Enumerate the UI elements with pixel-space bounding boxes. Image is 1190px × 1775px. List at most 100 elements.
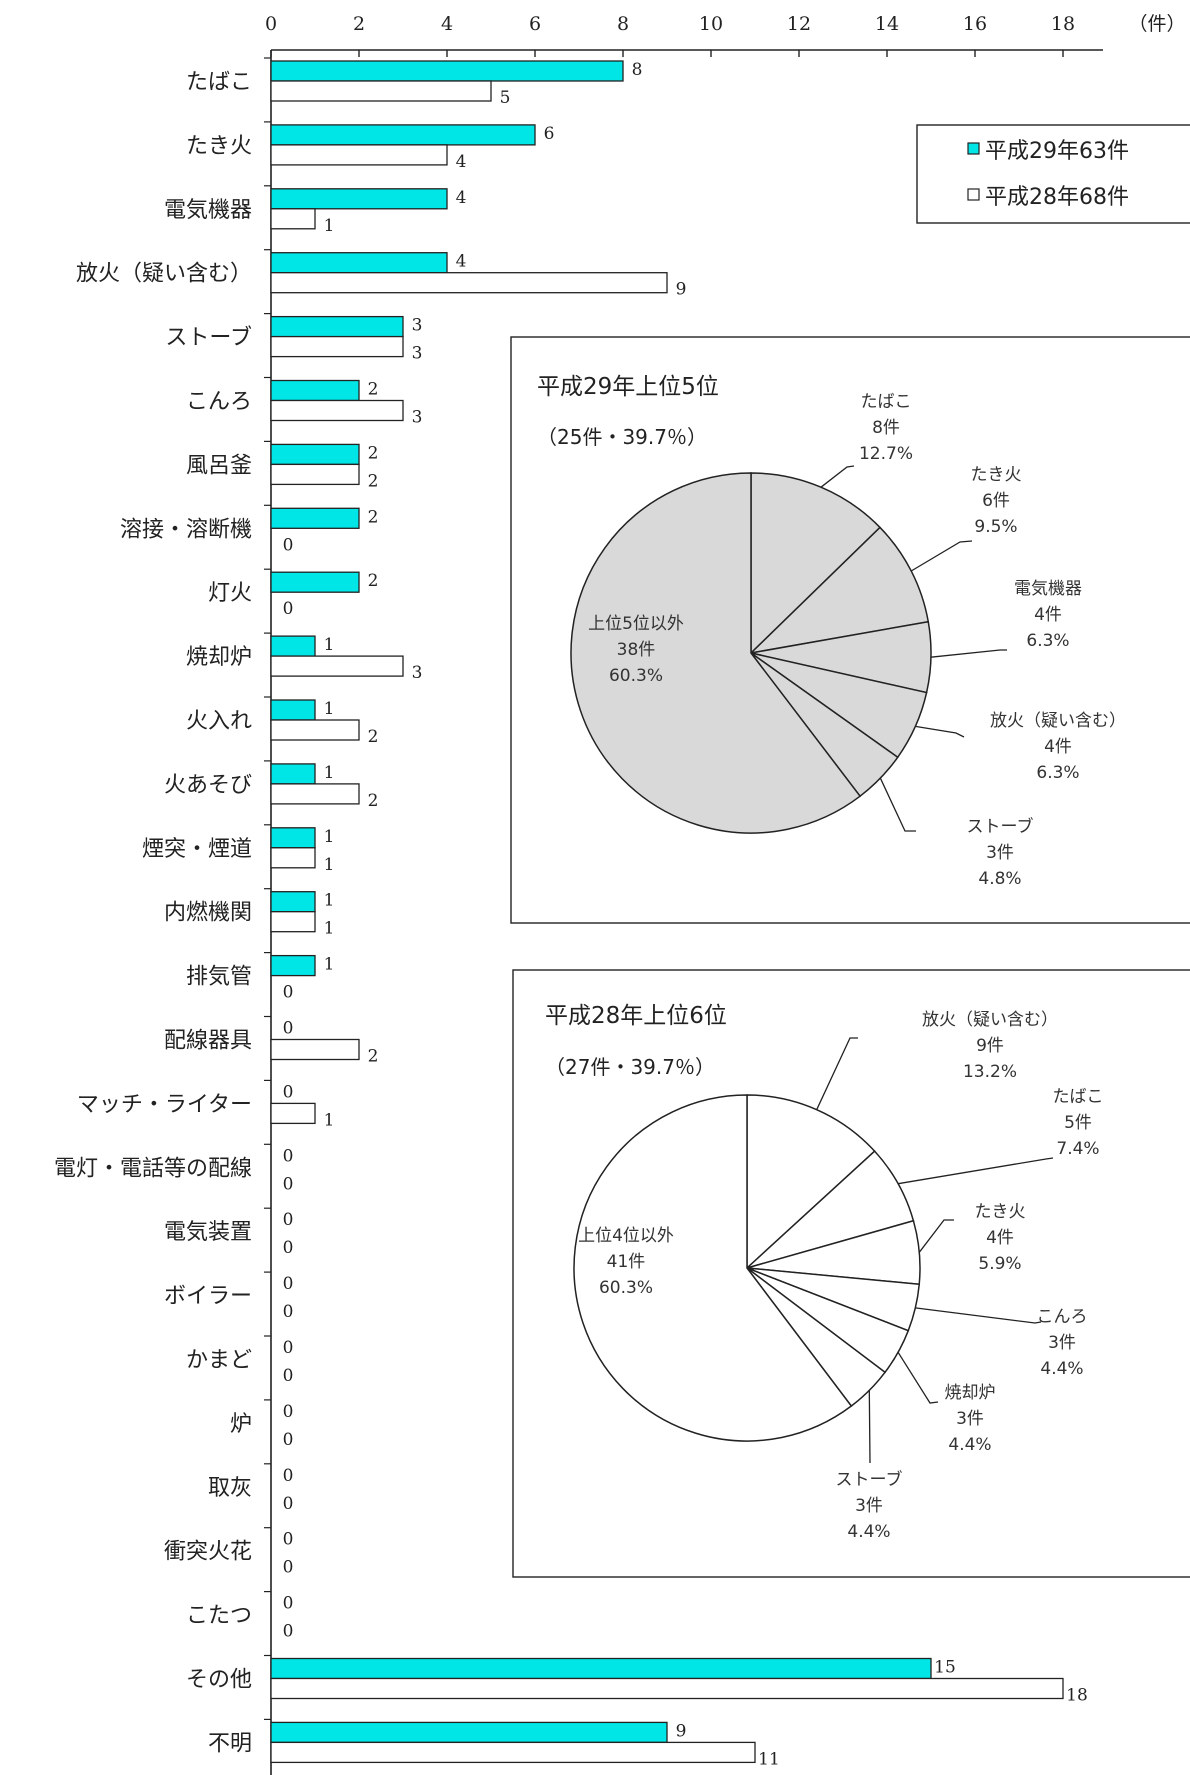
slice-count: 9件 [976,1036,1004,1056]
leader-line [868,1390,871,1464]
value-label-h29: 2 [368,571,379,591]
value-label-h29: 0 [283,1082,294,1102]
value-label-h28: 2 [368,471,379,491]
bar-h29 [270,60,624,82]
leader-line [915,1307,1042,1324]
value-label-h29: 1 [324,891,335,911]
bar-h28 [270,1677,1064,1700]
value-label-h28: 0 [283,1622,294,1642]
value-label-h29: 0 [283,1530,294,1550]
category-label: 電灯・電話等の配線 [54,1156,252,1181]
bar-h29 [270,1657,932,1680]
x-tick-label: 6 [529,13,541,35]
value-label-h29: 1 [324,635,335,655]
bar-h29 [270,252,448,274]
bar-h29 [270,763,316,785]
value-label-h29: 2 [368,380,379,400]
slice-count: 8件 [872,418,900,438]
bar-h29 [270,379,360,402]
slice-count: 4件 [986,1228,1014,1248]
leader-line [816,1037,858,1110]
bar-h29 [270,954,316,977]
slice-percent: 4.8% [978,869,1021,889]
slice-count: 3件 [986,843,1014,863]
value-label-h28: 0 [283,983,294,1003]
slice-label: 放火（疑い含む） [922,1010,1058,1030]
category-label: 火入れ [186,709,252,734]
bar-h28 [270,463,360,486]
slice-percent: 4.4% [948,1435,991,1455]
slice-percent: 5.9% [978,1254,1021,1274]
slice-label: たき火 [971,465,1022,485]
category-label: マッチ・ライター [77,1092,252,1117]
value-label-h29: 1 [324,763,335,783]
value-label-h28: 2 [368,727,379,747]
bar-h29 [270,507,360,529]
value-label-h29: 0 [283,1019,294,1039]
slice-percent: 9.5% [974,517,1017,537]
pie-chart-h29: 平成29年上位5位 （25件・39.7％） たばこ 8件 12.7% たき火 6件 9.5% 電… [510,336,1190,924]
value-label-h28: 3 [412,663,423,683]
x-tick-label: 14 [875,13,899,35]
bar-h28 [270,1102,316,1125]
bar-h28 [270,335,404,358]
slice-count: 41件 [607,1252,646,1272]
slice-label: 上位5位以外 [588,614,684,634]
value-label-h28: 1 [324,919,335,939]
value-label-h29: 1 [324,699,335,719]
value-label-h28: 0 [283,1302,294,1322]
value-label-h28: 0 [283,535,294,555]
bar-h28 [270,144,448,166]
category-label: 溶接・溶断機 [120,517,252,542]
slice-count: 6件 [982,491,1010,511]
value-label-h29: 9 [676,1721,687,1741]
slice-percent: 60.3% [599,1278,653,1298]
bar-h29 [270,699,316,721]
category-label: 灯火 [208,581,252,606]
value-label-h28: 0 [283,1430,294,1450]
slice-label: こんろ [1037,1307,1088,1327]
category-label: 内燃機関 [164,901,252,926]
category-label: 排気管 [186,965,252,990]
category-label: 取灰 [208,1476,252,1501]
slice-label: ストーブ [836,1469,903,1490]
slice-percent: 12.7% [859,444,913,464]
value-label-h29: 0 [283,1338,294,1358]
value-label-h28: 0 [283,599,294,619]
leader-line [910,540,973,572]
category-label: 不明 [208,1731,252,1756]
slice-percent: 4.4% [1040,1359,1083,1379]
category-label: こんろ [186,390,252,415]
slice-label: 上位4位以外 [578,1226,674,1246]
slice-label: たばこ [1053,1087,1104,1107]
value-label-h29: 1 [324,955,335,975]
bar-h29 [270,124,536,146]
slice-count: 3件 [855,1496,883,1516]
value-label-h28: 11 [758,1749,780,1769]
value-label-h29: 0 [283,1210,294,1230]
value-label-h29: 0 [283,1594,294,1614]
legend-box [916,124,1190,224]
leader-line [915,725,965,738]
bar-h28 [270,847,316,869]
x-axis-unit: （件） [1128,13,1185,35]
category-label: かまど [186,1348,252,1373]
pie-subtitle: （27件・39.7％） [545,1055,715,1079]
slice-count: 4件 [1034,605,1062,625]
value-label-h28: 0 [283,1366,294,1386]
category-label: その他 [186,1668,252,1693]
slice-label: 放火（疑い含む） [990,711,1126,731]
category-label: 炉 [230,1412,252,1437]
value-label-h29: 0 [283,1274,294,1294]
legend-swatch-h29 [967,142,980,155]
value-label-h28: 3 [412,408,423,428]
value-label-h28: 0 [283,1494,294,1514]
slice-percent: 6.3% [1026,631,1069,651]
value-label-h28: 5 [500,88,511,108]
category-label: 火あそび [164,773,252,798]
slice-count: 3件 [1048,1333,1076,1353]
bar-h28 [270,655,404,677]
value-label-h29: 6 [544,124,555,144]
